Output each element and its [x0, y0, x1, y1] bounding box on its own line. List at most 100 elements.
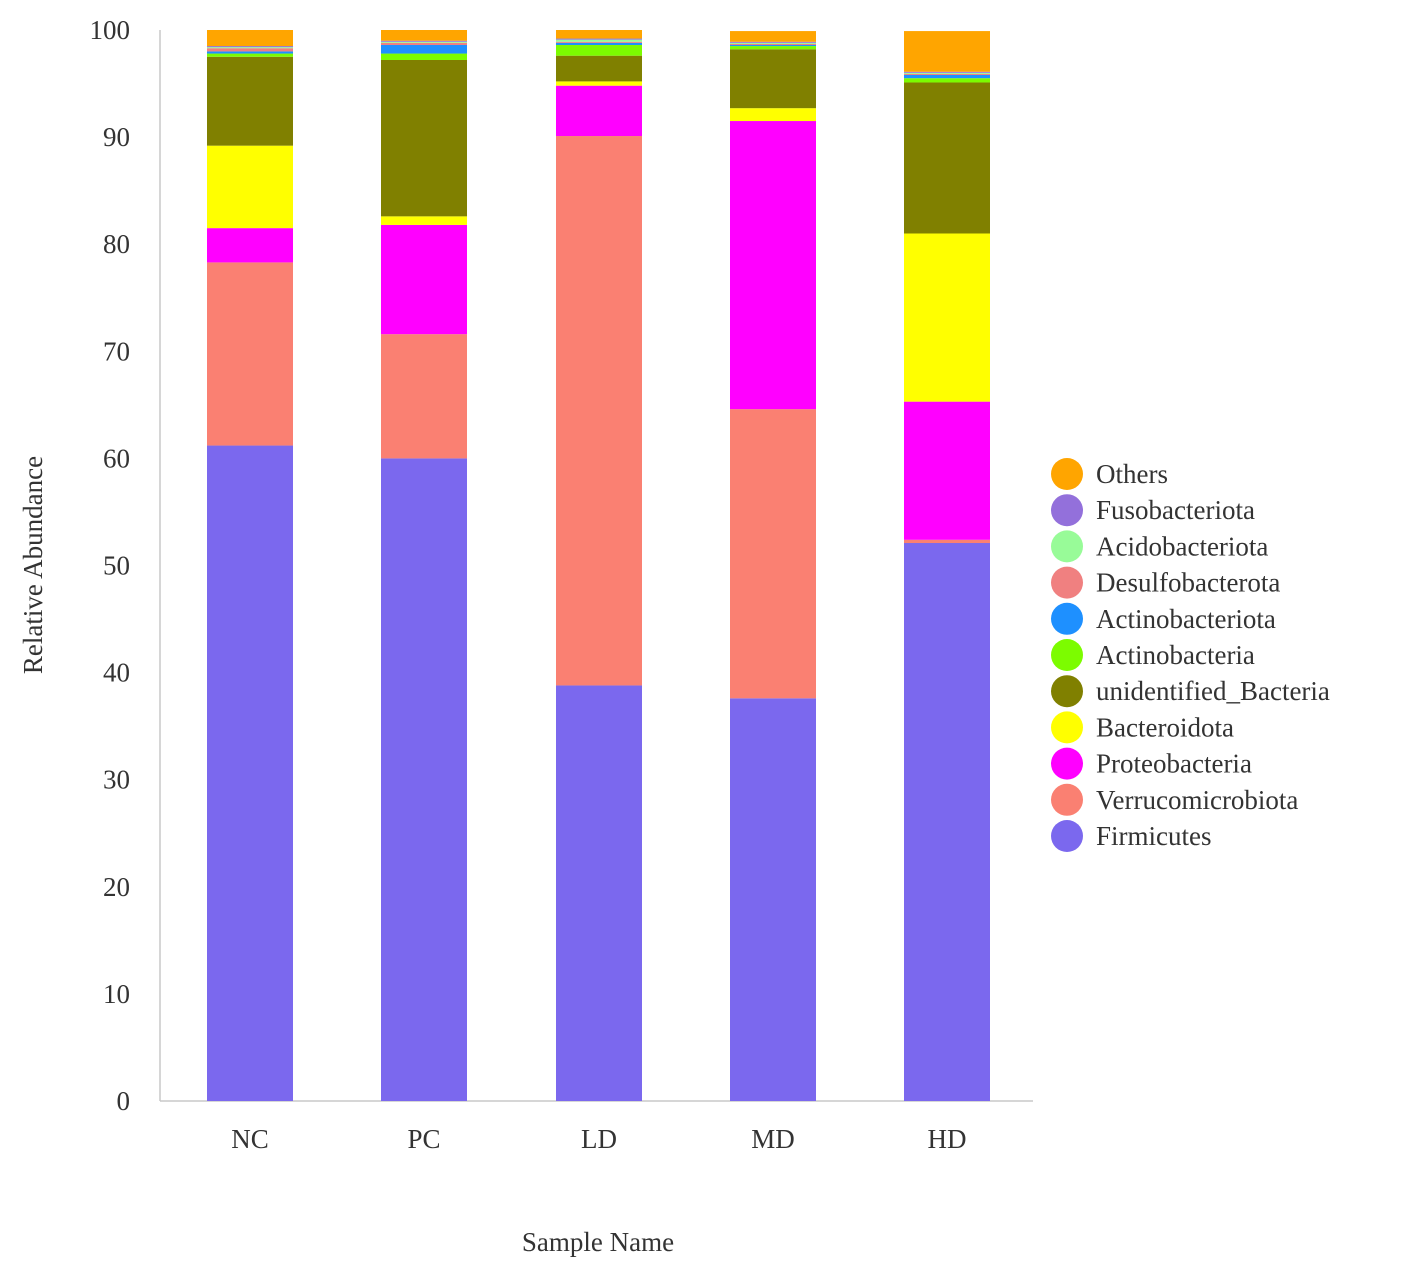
legend-swatch-actinobacteria	[1051, 639, 1083, 671]
legend-label-verrucomicrobiota: Verrucomicrobiota	[1096, 785, 1298, 815]
bar-segment-hd-bacteroidota	[904, 233, 990, 402]
bar-segment-pc-acidobacteriota	[381, 41, 467, 43]
legend-item-bacteroidota: Bacteroidota	[1051, 711, 1234, 744]
bar-segment-pc-others	[381, 30, 467, 41]
bar-segment-nc-firmicutes	[207, 445, 293, 1102]
bar-segment-md-others	[730, 31, 816, 42]
bar-segment-nc-verrucomicrobiota	[207, 262, 293, 446]
y-tick-label: 50	[103, 551, 130, 581]
bar-segment-ld-others	[556, 30, 642, 39]
bar-segment-md-firmicutes	[730, 698, 816, 1101]
y-tick-label: 0	[117, 1086, 131, 1116]
bar-stack-pc	[381, 30, 467, 1101]
legend-label-bacteroidota: Bacteroidota	[1096, 712, 1234, 742]
bar-segment-pc-desulfobacterota	[381, 42, 467, 45]
bar-segment-pc-firmicutes	[381, 458, 467, 1101]
bar-segment-hd-unidentified-bacteria	[904, 82, 990, 234]
bar-segment-nc-actinobacteriota	[207, 51, 293, 54]
bar-segment-pc-verrucomicrobiota	[381, 334, 467, 459]
y-axis-title: Relative Abundance	[18, 456, 48, 674]
y-tick-label: 80	[103, 229, 130, 259]
bar-stack-ld	[556, 30, 642, 1101]
legend-swatch-actinobacteriota	[1051, 602, 1083, 635]
legend-item-proteobacteria: Proteobacteria	[1051, 747, 1252, 780]
legend-item-desulfobacterota: Desulfobacterota	[1051, 566, 1280, 599]
bar-segment-nc-others	[207, 30, 293, 47]
bar-segment-nc-fusobacteriota	[207, 46, 293, 48]
legend-item-fusobacteriota: Fusobacteriota	[1051, 494, 1255, 527]
y-tick-label: 60	[103, 443, 130, 473]
legend-item-actinobacteriota: Actinobacteriota	[1051, 602, 1276, 635]
y-tick-label: 90	[103, 122, 130, 152]
bar-stack-md	[730, 31, 816, 1101]
legend-item-others: Others	[1051, 458, 1168, 490]
bar-segment-md-fusobacteriota	[730, 41, 816, 43]
legend-item-acidobacteriota: Acidobacteriota	[1051, 530, 1268, 563]
bar-segment-md-unidentified-bacteria	[730, 49, 816, 109]
bar-segment-hd-firmicutes	[904, 543, 990, 1101]
bar-segment-ld-actinobacteriota	[556, 42, 642, 45]
bar-segment-nc-bacteroidota	[207, 145, 293, 229]
bar-segment-hd-others	[904, 31, 990, 72]
legend-label-unidentified-bacteria: unidentified_Bacteria	[1096, 676, 1330, 706]
bar-stack-hd	[904, 31, 990, 1101]
legend-item-verrucomicrobiota: Verrucomicrobiota	[1051, 783, 1298, 816]
bar-segment-ld-fusobacteriota	[556, 38, 642, 40]
bar-segment-nc-acidobacteriota	[207, 47, 293, 49]
bar-segment-ld-unidentified-bacteria	[556, 55, 642, 82]
x-tick-label-md: MD	[751, 1124, 795, 1154]
legend-label-fusobacteriota: Fusobacteriota	[1096, 495, 1255, 525]
bar-segment-hd-actinobacteriota	[904, 74, 990, 79]
legend-swatch-fusobacteriota	[1051, 494, 1083, 527]
x-tick-label-ld: LD	[581, 1124, 617, 1154]
bar-segment-ld-acidobacteriota	[556, 39, 642, 42]
bar-segment-nc-unidentified-bacteria	[207, 56, 293, 146]
legend-label-actinobacteriota: Actinobacteriota	[1096, 604, 1276, 634]
x-axis-title: Sample Name	[522, 1227, 674, 1257]
legend-swatch-desulfobacterota	[1051, 566, 1083, 599]
bar-segment-hd-actinobacteria	[904, 78, 990, 83]
bar-segment-ld-actinobacteria	[556, 44, 642, 56]
bar-segment-md-proteobacteria	[730, 121, 816, 410]
legend-label-firmicutes: Firmicutes	[1096, 821, 1212, 851]
legend-item-firmicutes: Firmicutes	[1051, 820, 1212, 852]
legend-item-actinobacteria: Actinobacteria	[1051, 639, 1255, 671]
bar-segment-pc-actinobacteriota	[381, 44, 467, 54]
bars	[207, 30, 990, 1102]
y-tick-label: 30	[103, 765, 130, 795]
legend-label-desulfobacterota: Desulfobacterota	[1096, 568, 1280, 598]
bar-segment-hd-desulfobacterota	[904, 73, 990, 75]
bar-segment-pc-unidentified-bacteria	[381, 59, 467, 217]
legend-swatch-others	[1051, 458, 1083, 490]
bar-segment-md-actinobacteriota	[730, 44, 816, 47]
y-tick-label: 70	[103, 336, 130, 366]
x-tick-label-hd: HD	[928, 1124, 967, 1154]
legend-label-others: Others	[1096, 459, 1168, 489]
bar-segment-ld-desulfobacterota	[556, 41, 642, 43]
bar-segment-md-bacteroidota	[730, 108, 816, 122]
legend-swatch-unidentified-bacteria	[1051, 675, 1083, 708]
bar-segment-hd-acidobacteriota	[904, 72, 990, 74]
x-tick-label-pc: PC	[407, 1124, 440, 1154]
y-tick-label: 40	[103, 658, 130, 688]
bar-segment-hd-verrucomicrobiota	[904, 539, 990, 544]
x-tick-label-nc: NC	[231, 1124, 269, 1154]
bar-stack-nc	[207, 30, 293, 1102]
legend-swatch-proteobacteria	[1051, 747, 1083, 780]
legend-swatch-bacteroidota	[1051, 711, 1083, 744]
bar-segment-nc-actinobacteria	[207, 53, 293, 57]
y-tick-label: 10	[103, 979, 130, 1009]
legend-label-acidobacteriota: Acidobacteriota	[1096, 531, 1268, 561]
legend-item-unidentified-bacteria: unidentified_Bacteria	[1051, 675, 1330, 708]
bar-segment-md-acidobacteriota	[730, 42, 816, 44]
bar-segment-pc-proteobacteria	[381, 224, 467, 335]
y-tick-label: 100	[90, 15, 131, 45]
legend: Others Fusobacteriota Acidobacteriota Desul…	[1051, 458, 1330, 852]
bar-segment-md-verrucomicrobiota	[730, 409, 816, 699]
bar-segment-ld-bacteroidota	[556, 81, 642, 86]
bar-segment-pc-actinobacteria	[381, 53, 467, 60]
legend-label-proteobacteria: Proteobacteria	[1096, 749, 1252, 779]
bar-segment-pc-fusobacteriota	[381, 40, 467, 42]
legend-swatch-acidobacteriota	[1051, 530, 1083, 563]
bar-segment-hd-fusobacteriota	[904, 71, 990, 73]
